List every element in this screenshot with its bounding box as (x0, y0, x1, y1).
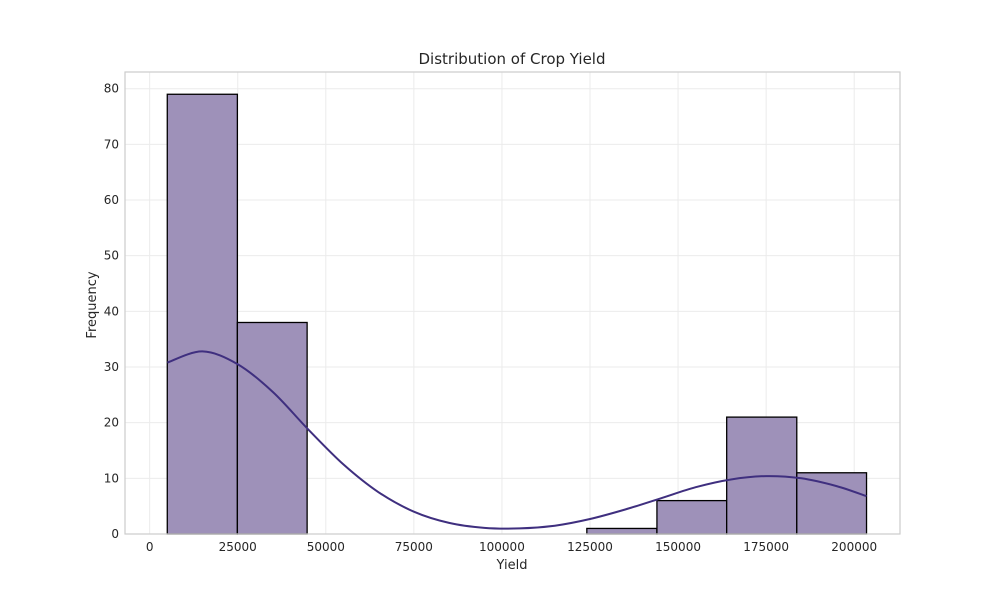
histogram-bar (586, 527, 658, 535)
histogram-bar (236, 321, 308, 535)
x-tick-label: 100000 (479, 540, 525, 554)
x-tick-label: 150000 (655, 540, 701, 554)
y-tick-label: 0 (111, 527, 119, 541)
y-tick-label: 50 (104, 249, 119, 263)
y-tick-label: 60 (104, 193, 119, 207)
plot-frame (124, 71, 901, 535)
y-tick-label: 70 (104, 137, 119, 151)
kde-curve (166, 350, 867, 530)
histogram-bar (656, 499, 728, 535)
x-tick-label: 75000 (395, 540, 433, 554)
y-tick-label: 40 (104, 304, 119, 318)
kde-curve-group (166, 350, 867, 530)
x-axis-label: Yield (496, 558, 528, 573)
x-tick-label: 50000 (307, 540, 345, 554)
y-tick-label: 10 (104, 471, 119, 485)
y-tick-label: 20 (104, 416, 119, 430)
x-tick-label: 200000 (831, 540, 877, 554)
y-axis-label: Frequency (85, 271, 100, 338)
histogram-bar (796, 472, 868, 535)
chart-title: Distribution of Crop Yield (419, 50, 606, 68)
histogram-bar (166, 93, 239, 535)
histogram-bars (166, 93, 868, 535)
x-tick-label: 175000 (743, 540, 789, 554)
y-tick-label: 80 (104, 82, 119, 96)
y-tick-label: 30 (104, 360, 119, 374)
x-tick-label: 0 (146, 540, 154, 554)
x-tick-label: 125000 (567, 540, 613, 554)
x-tick-label: 25000 (219, 540, 257, 554)
axis-ticks: 0 25000 50000 75000 100000 125000 150000 175000… (104, 82, 877, 554)
